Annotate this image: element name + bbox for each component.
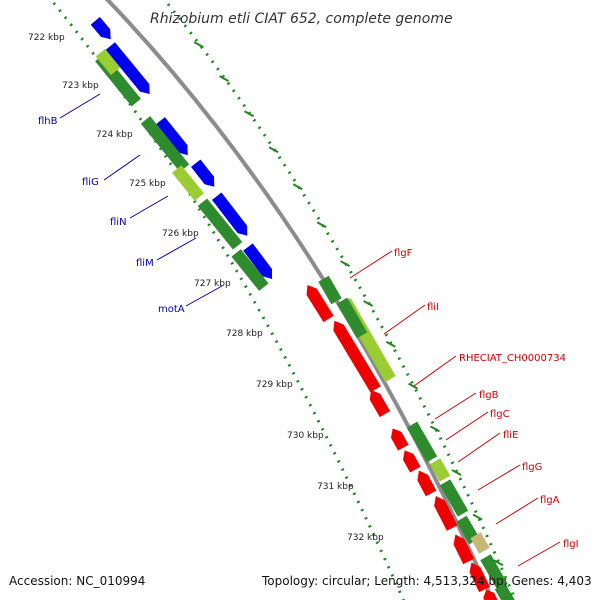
kbp-label: 725 kbp [129, 179, 166, 189]
gene-block [336, 297, 368, 339]
kbp-label: 728 kbp [226, 329, 263, 339]
inner-tick-track [166, 3, 518, 600]
gene-label-left: fliG [82, 177, 99, 188]
forward-cds-arrow [243, 243, 273, 279]
leader-line [445, 411, 489, 441]
reverse-cds-arrow [417, 470, 437, 497]
ruler-labels: 722 kbp 723 kbp 724 kbp 725 kbp 726 kbp 727 k… [28, 33, 384, 543]
kbp-label: 726 kbp [162, 229, 199, 239]
gene-label-right: flgF [394, 248, 413, 259]
kbp-label: 732 kbp [347, 533, 384, 543]
leader-line [457, 432, 501, 463]
leader-line [413, 355, 457, 387]
leader-line [383, 304, 426, 335]
major-tick [363, 300, 374, 307]
reverse-cds-arrow [483, 589, 500, 600]
left-gene-labels: flhB fliG fliN fliM motA [38, 116, 185, 315]
kbp-label: 727 kbp [194, 279, 231, 289]
accession-text: Accession: NC_010994 [9, 574, 146, 588]
label-leader-lines [59, 93, 561, 567]
gene-label-right: flgC [490, 409, 510, 420]
major-tick [292, 183, 303, 191]
forward-cds-arrow [105, 42, 150, 94]
forward-cds-arrow [90, 16, 111, 40]
gene-label-left: fliN [110, 217, 127, 228]
gene-block [480, 554, 508, 590]
gene-block [439, 479, 469, 517]
kbp-label: 723 kbp [62, 81, 99, 91]
gene-label-left: motA [158, 304, 185, 315]
gene-label-right: flgA [540, 495, 560, 506]
leader-line [59, 93, 101, 119]
genome-backbone [104, 0, 495, 600]
major-tick [451, 469, 462, 476]
reverse-cds-arrow [434, 495, 458, 531]
gene-label-left: flhB [38, 116, 58, 127]
major-tick [385, 340, 396, 348]
kbp-label: 724 kbp [96, 130, 133, 140]
leader-line [517, 541, 561, 567]
forward-cds-arrow [211, 192, 248, 236]
leader-line [477, 464, 521, 491]
leader-line [156, 237, 197, 261]
genome-summary-text: Topology: circular; Length: 4,513,324 bp… [262, 574, 592, 588]
major-tick [193, 41, 204, 48]
gene-block [429, 458, 451, 482]
gene-label-right: fliE [503, 430, 518, 441]
gene-block [95, 48, 121, 76]
gene-block [470, 532, 490, 554]
major-tick [429, 425, 440, 433]
major-tick [316, 221, 327, 229]
reverse-cds-arrow [453, 534, 474, 565]
gene-block [406, 421, 438, 463]
major-tick [493, 559, 504, 567]
gene-label-right: fliI [427, 302, 439, 313]
gene-block [140, 116, 190, 172]
kbp-label: 731 kbp [317, 482, 354, 492]
leader-line [349, 250, 393, 279]
gene-label-right: flgI [563, 539, 579, 550]
major-tick [340, 260, 351, 267]
leader-line [129, 195, 169, 219]
reverse-cds-arrow [369, 389, 391, 418]
right-gene-labels: flgF fliI RHECIAT_CH0000734 flgB flgC fliE flg… [394, 248, 579, 550]
reverse-cds-arrow [390, 428, 409, 451]
reverse-cds-arrow [469, 562, 490, 593]
major-tick [408, 382, 419, 390]
gene-label-right: RHECIAT_CH0000734 [459, 353, 566, 364]
forward-cds-arrow [191, 159, 215, 187]
major-tick [472, 513, 483, 521]
gene-block [197, 198, 243, 250]
gene-block [318, 275, 342, 305]
major-tick [268, 146, 279, 154]
outer-tick-track [49, 0, 405, 600]
major-tick [219, 75, 230, 83]
feature-track [90, 16, 516, 600]
leader-line [495, 497, 539, 525]
reverse-cds-arrow [333, 320, 381, 393]
reverse-cds-arrow [402, 450, 421, 473]
outer-tick-line [49, 0, 405, 600]
leader-line [434, 392, 477, 420]
gene-block [231, 249, 269, 291]
kbp-label: 730 kbp [287, 431, 324, 441]
major-tick [244, 110, 255, 118]
gene-label-left: fliM [136, 258, 154, 269]
leader-line [103, 154, 141, 181]
kbp-label: 729 kbp [256, 380, 293, 390]
kbp-label: 722 kbp [28, 33, 65, 43]
reverse-cds-arrow [306, 285, 334, 323]
gene-label-right: flgB [479, 390, 499, 401]
leader-line [185, 285, 223, 307]
inner-tick-line [166, 3, 518, 600]
forward-cds-arrow [155, 117, 188, 156]
gene-block [172, 165, 204, 201]
map-title: Rhizobium etli CIAT 652, complete genome [150, 11, 453, 27]
gene-block [494, 583, 516, 600]
gene-label-right: flgG [522, 462, 542, 473]
